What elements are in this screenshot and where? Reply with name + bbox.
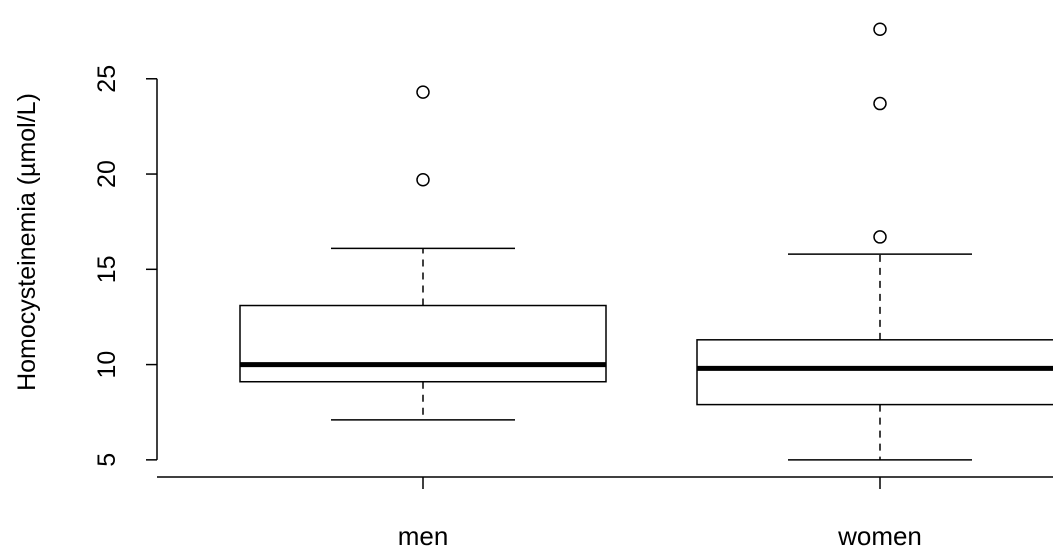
y-axis: 5 10 15 20 25 [93,65,158,467]
y-tick-label: 20 [93,160,121,188]
outlier-point [873,96,887,111]
y-tick-label: 10 [93,351,121,379]
box-men [239,85,607,421]
iqr-box [239,304,607,383]
outlier-point [416,85,430,99]
y-axis-label: Homocysteinemia (µmol/L) [13,93,41,391]
x-tick-label-men: men [398,521,449,548]
y-tick-label: 5 [93,453,121,467]
x-tick-label-women: women [837,521,922,548]
iqr-box [696,339,1053,406]
outlier-point [873,22,887,36]
boxes [239,22,1053,461]
y-tick-label: 15 [93,255,121,283]
box-women [696,22,1053,461]
outlier-point [416,173,430,187]
outlier-point [873,230,887,244]
y-tick-label: 25 [93,65,121,93]
x-axis: men women [157,476,1053,548]
